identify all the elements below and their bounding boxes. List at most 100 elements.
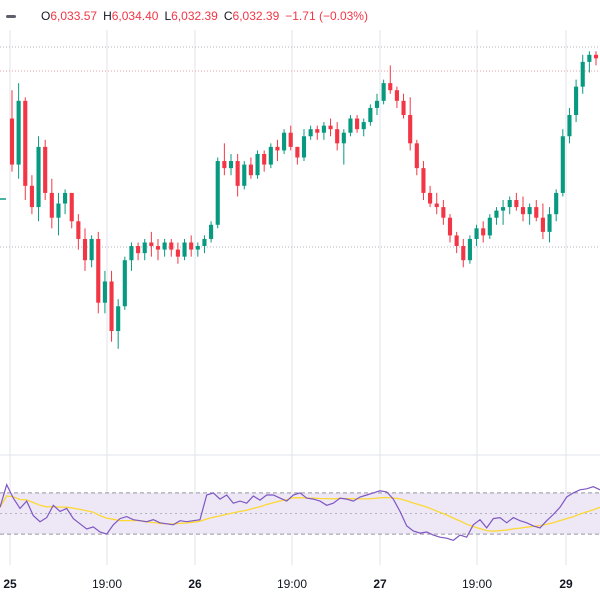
change-value: −1.71 (−0.03%) (285, 9, 368, 23)
candle-up (554, 192, 559, 215)
candle-up (321, 125, 326, 133)
candle-down (428, 192, 433, 204)
candle-down (96, 238, 101, 303)
candle-up (567, 115, 572, 137)
candle-down (441, 207, 446, 218)
candle-down (454, 235, 459, 247)
x-tick-label: 19:00 (92, 577, 122, 591)
candle-down (421, 168, 426, 193)
candle-down (9, 118, 15, 165)
rsi-pane (0, 483, 600, 541)
candle-down (248, 164, 253, 176)
candle-down (461, 246, 466, 261)
candle-down (175, 249, 180, 257)
candle-down (82, 238, 88, 261)
ohlc-legend: O 6,033.57 H 6,034.40 L 6,032.39 C 6,032.39 … (6, 7, 368, 25)
candle-up (142, 242, 147, 254)
candle-up (242, 164, 247, 186)
candle-up (162, 242, 167, 250)
candle-up (501, 207, 506, 211)
candle-up (129, 246, 134, 261)
candle-down (534, 207, 539, 218)
candle-up (474, 228, 479, 239)
candle-up (574, 86, 579, 115)
candle-down (76, 221, 81, 239)
candle-up (487, 217, 492, 236)
open-label: O (41, 9, 51, 23)
candle-down (520, 207, 526, 215)
candle-down (69, 192, 74, 222)
rsi-ma-line (0, 495, 600, 532)
candle-down (235, 161, 240, 186)
candle-down (335, 129, 340, 144)
candle-down (388, 83, 393, 91)
candle-up (122, 260, 127, 307)
candle-down (355, 118, 360, 130)
grid-lines (0, 30, 600, 565)
candle-down (540, 217, 545, 232)
close-label: C (223, 9, 233, 23)
candle-down (262, 153, 267, 165)
candle-up (368, 107, 373, 123)
collapse-handle-icon[interactable] (6, 14, 16, 18)
candlestick-series (9, 51, 599, 349)
x-tick-label: 25 (3, 577, 17, 591)
candle-down (481, 228, 486, 236)
high-label: H (103, 9, 112, 23)
candle-up (268, 146, 273, 165)
candle-up (527, 207, 532, 215)
candle-up (374, 100, 380, 108)
candle-down (315, 129, 320, 133)
candle-down (434, 203, 439, 208)
candle-up (89, 238, 94, 261)
x-tick-label: 19:00 (277, 577, 307, 591)
candle-up (102, 281, 107, 303)
candle-down (149, 242, 154, 247)
open-value: 6,033.57 (50, 9, 98, 23)
candle-up (580, 61, 585, 87)
candle-up (116, 306, 121, 332)
time-axis: 25 19:00 26 19:00 27 19:00 29 (3, 577, 573, 591)
x-tick-label: 26 (188, 577, 202, 591)
candle-up (301, 136, 307, 158)
candle-up (63, 192, 68, 204)
candle-up (36, 146, 41, 208)
candle-down (295, 146, 300, 158)
candle-up (507, 200, 512, 208)
candle-up (195, 246, 200, 250)
candle-down (136, 246, 141, 254)
x-tick-label: 19:00 (462, 577, 492, 591)
close-value: 6,032.39 (232, 9, 280, 23)
candle-down (288, 132, 293, 147)
x-tick-label: 27 (373, 577, 387, 591)
candle-down (169, 242, 174, 250)
candle-up (308, 129, 313, 137)
candle-up (56, 203, 61, 218)
low-value: 6,032.39 (171, 9, 218, 23)
candle-up (467, 238, 472, 261)
candle-down (222, 161, 227, 169)
candle-up (202, 238, 207, 247)
candle-up (16, 100, 21, 165)
candle-up (587, 54, 592, 62)
candle-up (560, 136, 565, 193)
candle-up (348, 118, 353, 133)
candle-down (23, 100, 28, 186)
candle-down (275, 146, 280, 151)
candle-up (228, 161, 234, 169)
candle-up (282, 132, 287, 151)
candle-down (514, 200, 519, 208)
candle-up (494, 210, 499, 218)
candle-down (414, 143, 419, 169)
candle-up (341, 132, 346, 144)
candle-down (49, 192, 54, 218)
candle-down (109, 281, 114, 332)
candle-down (401, 100, 406, 115)
candle-down (43, 146, 48, 193)
candle-up (255, 153, 260, 176)
candle-up (381, 83, 386, 101)
candle-down (593, 54, 599, 59)
candle-up (182, 242, 187, 257)
high-value: 6,034.40 (111, 9, 159, 23)
